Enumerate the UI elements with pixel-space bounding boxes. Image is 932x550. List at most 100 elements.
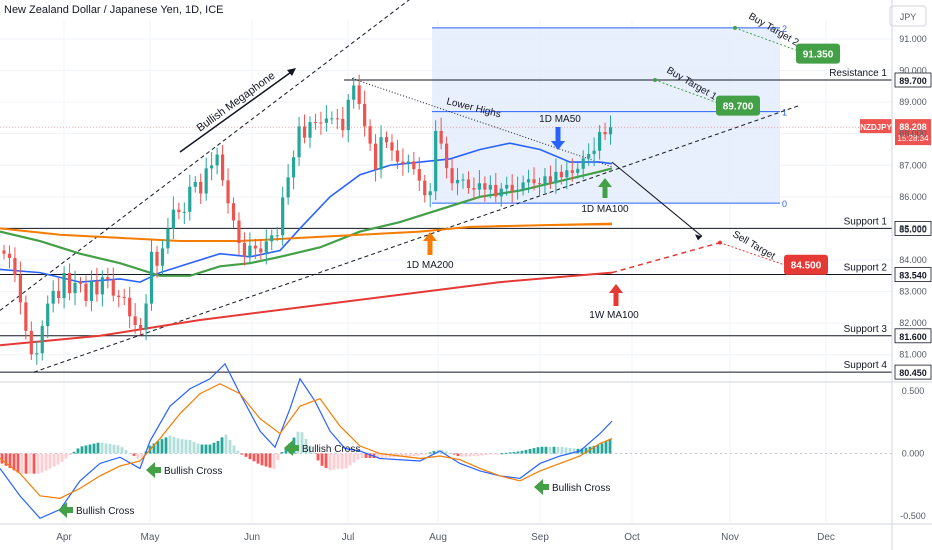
- candle-body: [204, 168, 208, 194]
- buy-target-1-line: [654, 79, 721, 105]
- macd-histogram-bar: [556, 446, 560, 454]
- candle-body: [434, 130, 438, 192]
- macd-histogram-bar: [32, 453, 36, 474]
- macd-histogram-bar: [232, 445, 236, 454]
- projection-arrow-line: [611, 161, 703, 237]
- macd-histogram-bar: [100, 442, 104, 454]
- candle-body: [292, 157, 296, 178]
- candle-body: [128, 297, 132, 317]
- candle-body: [499, 188, 503, 197]
- candle-body: [379, 137, 383, 170]
- macd-histogram-bar: [548, 446, 552, 454]
- macd-histogram-bar: [96, 442, 100, 454]
- macd-histogram-bar: [184, 439, 188, 454]
- macd-histogram-bar: [40, 453, 44, 473]
- macd-histogram-bar: [108, 443, 112, 454]
- macd-histogram-bar: [60, 453, 64, 462]
- candle-body: [461, 179, 465, 181]
- price-axis-tick: 82.000: [899, 318, 927, 328]
- level-price-tag: [894, 328, 932, 344]
- candle-body: [587, 154, 591, 159]
- candle-body: [450, 168, 454, 184]
- candle-body: [18, 274, 22, 303]
- level-price-tag: [894, 221, 932, 236]
- candle-body: [521, 182, 525, 190]
- candle-body: [46, 303, 50, 327]
- buy-target-2-line: [734, 27, 801, 53]
- candle-body: [559, 171, 563, 178]
- candle-body: [598, 132, 602, 151]
- macd-histogram-bar: [300, 432, 304, 454]
- macd-histogram-bar: [584, 447, 588, 454]
- buy-target-1-price: 89.700: [723, 102, 754, 113]
- macd-histogram-bar: [424, 453, 428, 455]
- macd-histogram-bar: [212, 442, 216, 454]
- level-price-tag: [894, 364, 932, 380]
- macd-line: [0, 362, 613, 519]
- candle-body: [24, 302, 28, 331]
- macd-histogram-bar: [240, 453, 244, 455]
- macd-histogram-bar: [508, 452, 512, 454]
- sell-target-line: [719, 242, 785, 266]
- candle-body: [603, 132, 607, 135]
- candle-body: [57, 290, 61, 299]
- macd-histogram-bar: [604, 441, 608, 454]
- macd-histogram-bar: [16, 453, 20, 473]
- candle-body: [117, 295, 121, 297]
- macd-histogram-bar: [236, 450, 240, 454]
- candle-body: [40, 326, 44, 354]
- macd-histogram-bar: [276, 453, 280, 461]
- macd-histogram-bar: [500, 453, 504, 455]
- candle-body: [330, 118, 334, 120]
- macd-histogram-bar: [504, 452, 508, 454]
- candle-body: [319, 122, 323, 124]
- buy-target-2-dot: [733, 25, 737, 30]
- macd-histogram-bar: [496, 453, 500, 455]
- macd-histogram-bar: [128, 452, 132, 454]
- macd-histogram-bar: [324, 453, 328, 469]
- time-axis-label: Apr: [56, 532, 72, 543]
- macd-histogram-bar: [256, 453, 260, 464]
- macd-histogram-bar: [116, 445, 120, 454]
- macd-histogram-bar: [316, 453, 320, 461]
- macd-histogram-bar: [216, 440, 220, 454]
- macd-histogram-bar: [432, 451, 436, 454]
- macd-histogram-bar: [244, 453, 248, 457]
- macd-histogram-bar: [88, 444, 92, 454]
- candle-body: [248, 245, 252, 257]
- macd-histogram-bar: [4, 453, 8, 466]
- candle-body: [51, 290, 55, 304]
- lower-highs-line: [351, 77, 613, 168]
- macd-histogram-bar: [260, 453, 264, 466]
- candle-body: [193, 181, 197, 187]
- candle-body: [226, 180, 230, 204]
- candle-body: [67, 273, 72, 294]
- candle-body: [581, 158, 585, 169]
- macd-histogram-bar: [540, 446, 544, 454]
- macd-histogram-bar: [608, 438, 612, 454]
- macd-histogram-bar: [220, 437, 224, 454]
- macd-histogram-bar: [600, 443, 604, 454]
- macd-histogram-bar: [536, 447, 540, 454]
- candle-body: [106, 277, 110, 280]
- candle-body: [466, 179, 471, 189]
- candle-body: [210, 165, 214, 169]
- ma-line-1w-ma100: [0, 271, 613, 347]
- candle-body: [516, 189, 520, 191]
- candle-body: [455, 179, 460, 184]
- candle-body: [270, 235, 274, 242]
- sell-target-box: [784, 254, 828, 275]
- level-price: 85.000: [899, 224, 927, 234]
- macd-histogram-bar: [228, 440, 232, 454]
- sell-target-price: 84.500: [791, 261, 822, 272]
- macd-histogram-bar: [444, 451, 448, 454]
- macd-histogram-bar: [340, 453, 344, 469]
- candle-body: [494, 184, 498, 197]
- last-price: 88.208: [899, 122, 927, 132]
- macd-histogram-bar: [524, 449, 528, 454]
- candle-body: [346, 99, 350, 131]
- candle-body: [122, 296, 126, 298]
- price-axis-tick: 90.000: [899, 66, 927, 76]
